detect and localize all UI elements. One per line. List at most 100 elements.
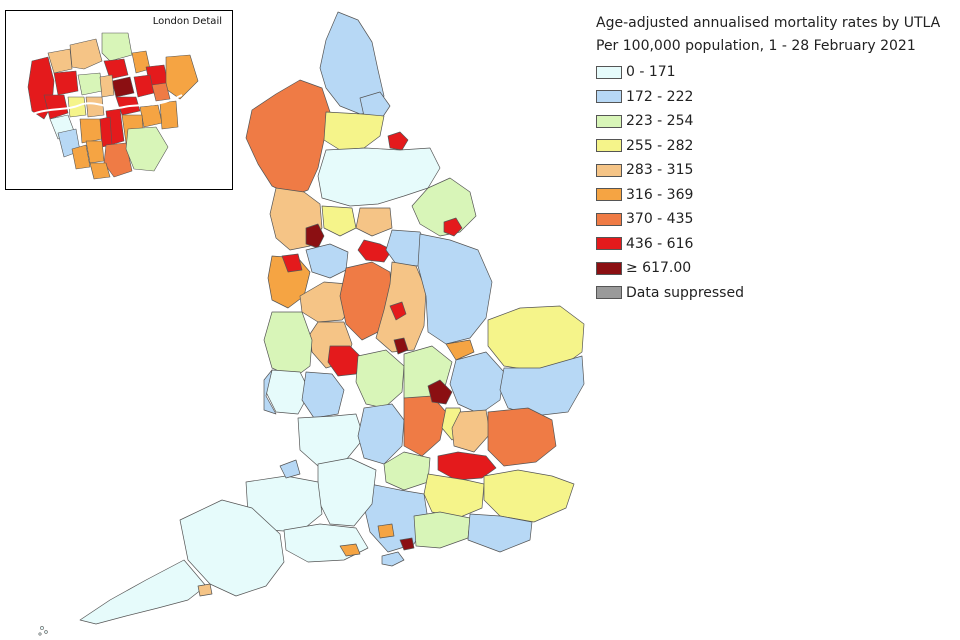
borough-wandsworth[interactable] [79,118,103,144]
legend-item-0: 0 - 171 [596,60,956,85]
region-southampton[interactable] [339,543,361,557]
london-inset-map [27,32,199,180]
river-thames [29,94,183,116]
borough-bromley[interactable] [125,126,169,172]
region-plymouth[interactable] [197,583,213,597]
region-tyneside[interactable] [359,91,391,119]
region-suffolk[interactable] [499,355,585,417]
region-cambridgeshire[interactable] [449,351,505,415]
borough-barnet[interactable] [69,38,103,70]
legend-label-7: 436 - 616 [626,235,694,252]
region-bristol[interactable] [279,459,301,479]
borough-enfield[interactable] [101,32,133,62]
region-cornwall[interactable] [79,559,207,625]
region-blackburn[interactable] [305,223,325,249]
borough-westminster[interactable] [85,96,105,118]
region-north-yorkshire[interactable] [317,147,441,207]
region-manchester[interactable] [305,243,349,279]
legend-swatch-8 [596,261,622,275]
legend-label-3: 255 - 282 [626,137,694,154]
borough-haringey[interactable] [103,58,129,80]
legend-label-0: 0 - 171 [626,64,676,81]
legend-item-4: 283 - 315 [596,158,956,183]
borough-camden[interactable] [77,72,103,96]
region-essex[interactable] [487,407,557,467]
legend-item-9: Data suppressed [596,281,956,306]
legend-swatch-9 [596,286,622,300]
borough-islington[interactable] [99,74,115,98]
region-durham[interactable] [323,111,385,151]
borough-harrow[interactable] [47,48,73,74]
region-dorset[interactable] [283,523,369,563]
region-hertfordshire[interactable] [451,409,491,453]
legend-item-2: 223 - 254 [596,109,956,134]
legend-item-7: 436 - 616 [596,232,956,257]
legend-item-8: ≥ 617.00 [596,256,956,281]
region-shropshire[interactable] [263,311,313,379]
legend-label-5: 316 - 369 [626,186,694,203]
region-milton-keynes[interactable] [427,379,453,405]
borough-kingston[interactable] [71,144,91,170]
legend-swatch-0 [596,65,622,79]
borough-ealing[interactable] [43,94,69,120]
region-buckinghamshire[interactable] [403,395,447,457]
legend-label-8: ≥ 617.00 [626,260,692,277]
region-bradford[interactable] [321,205,357,237]
region-devon[interactable] [179,499,285,597]
region-teesside[interactable] [387,131,409,151]
legend-item-6: 370 - 435 [596,207,956,232]
map-legend: Age-adjusted annualised mortality rates … [596,14,956,305]
borough-barking[interactable] [151,82,171,102]
legend-swatch-1 [596,90,622,104]
region-portsmouth[interactable] [399,537,415,551]
region-birmingham[interactable] [327,345,363,377]
legend-label-2: 223 - 254 [626,113,694,130]
region-wales-border[interactable] [263,369,277,415]
legend-swatch-2 [596,114,622,128]
region-lincolnshire[interactable] [417,233,493,345]
borough-bexley[interactable] [159,100,179,130]
borough-brent[interactable] [53,70,79,96]
borough-hackney[interactable] [111,76,135,98]
borough-havering[interactable] [165,54,199,100]
borough-sutton[interactable] [89,162,111,180]
region-worcestershire[interactable] [301,371,345,419]
scilly-isles [38,626,48,636]
legend-title: Age-adjusted annualised mortality rates … [596,15,941,31]
legend-swatch-7 [596,237,622,251]
legend-item-5: 316 - 369 [596,183,956,208]
borough-croydon[interactable] [103,142,133,178]
region-leicester[interactable] [393,337,409,355]
legend-item-1: 172 - 222 [596,85,956,110]
region-liverpool[interactable] [281,253,303,273]
region-oxfordshire[interactable] [357,403,405,465]
borough-greenwich[interactable] [139,104,163,128]
region-west-sussex[interactable] [413,511,471,549]
region-berkshire[interactable] [383,451,431,491]
london-inset: London Detail [5,10,233,190]
region-warwickshire[interactable] [355,349,405,409]
region-gloucestershire[interactable] [297,413,365,467]
legend-swatch-6 [596,212,622,226]
region-hull[interactable] [443,217,463,237]
borough-newham[interactable] [133,74,155,98]
legend-label-9: Data suppressed [626,284,744,301]
region-east-riding[interactable] [411,177,477,237]
legend-subtitle: Per 100,000 population, 1 - 28 February … [596,38,916,54]
legend-swatch-3 [596,139,622,153]
legend-swatch-5 [596,188,622,202]
region-east-sussex[interactable] [467,513,533,553]
region-leeds[interactable] [355,207,393,237]
region-cumbria[interactable] [245,79,331,197]
region-swindon[interactable] [377,523,395,539]
legend-label-6: 370 - 435 [626,211,694,228]
region-peterborough[interactable] [445,339,475,361]
region-surrey[interactable] [423,473,485,519]
region-wakefield[interactable] [357,239,393,263]
region-kent[interactable] [483,469,575,523]
region-nottingham[interactable] [389,301,407,321]
region-isle-of-wight[interactable] [381,551,405,567]
region-london[interactable] [437,451,497,481]
